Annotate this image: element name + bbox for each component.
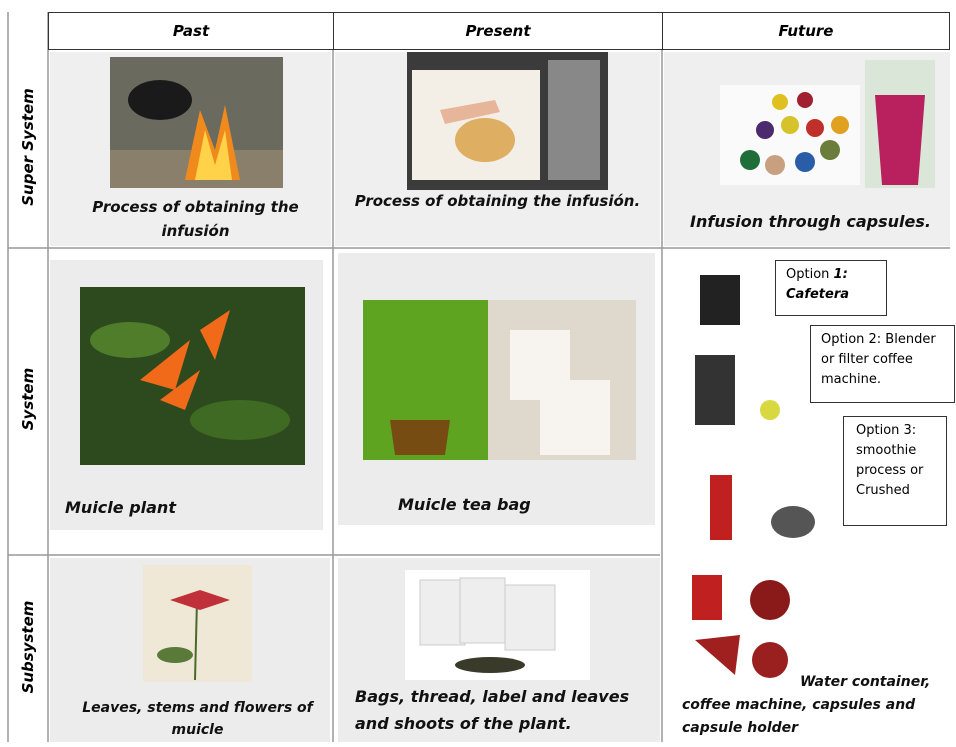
microwave-photo: [407, 52, 608, 190]
option-label: Option: [786, 267, 830, 282]
row-label: Super System: [19, 88, 37, 206]
botanical-illustration: [143, 565, 252, 682]
row-label: System: [19, 367, 37, 431]
caption: Process of obtaining the infusión.: [354, 192, 641, 210]
caption: Muicle tea bag: [398, 495, 531, 514]
grid-lines: [7, 12, 950, 742]
column-header: Future: [662, 12, 950, 50]
column-header: Past: [48, 12, 334, 50]
appliance-photos: [686, 262, 815, 545]
plant-photo: [80, 287, 305, 465]
row-label: Subsystem: [19, 600, 37, 694]
teabag-photo: [363, 300, 636, 460]
caption: Infusion through capsules.: [690, 212, 931, 231]
option-box: Option 1: Cafetera: [775, 260, 887, 316]
caption: Muicle plant: [65, 498, 176, 517]
column-header: Present: [333, 12, 663, 50]
option-emphasis: 1: Cafetera: [786, 267, 850, 302]
option-box: Option 3: smoothie process or Crushed: [843, 416, 947, 526]
caption: Water container, coffee machine, capsule…: [682, 674, 931, 736]
empty-bags-photo: [405, 570, 590, 680]
caption: Process of obtaining the infusión: [92, 198, 299, 240]
capsule-machine-photo: [686, 567, 795, 683]
caption: Leaves, stems and flowers of muicle: [82, 700, 313, 738]
juice-glass-photo: [865, 60, 935, 188]
caption: Bags, thread, label and leaves and shoot…: [355, 687, 630, 733]
campfire-photo: [110, 57, 283, 188]
capsules-photo: [720, 85, 860, 185]
option-box: Option 2: Blender or filter coffee machi…: [810, 325, 955, 403]
